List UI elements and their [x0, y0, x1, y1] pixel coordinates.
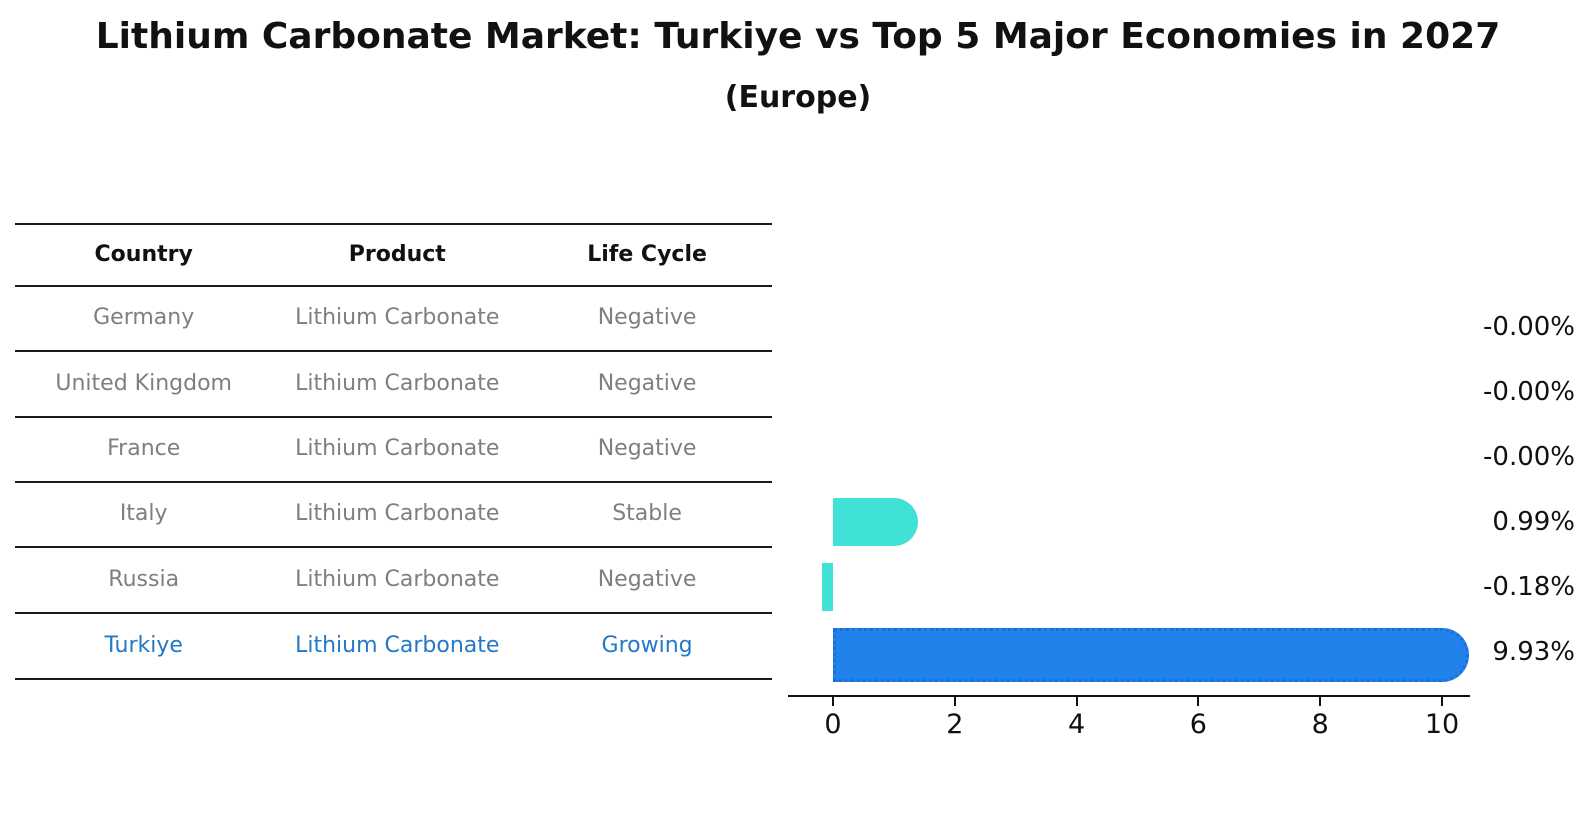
country-cell: United Kingdom: [55, 370, 232, 396]
x-tick-label-0: 0: [824, 709, 842, 740]
x-tick-6: [1197, 697, 1200, 706]
life-cycle-cell: Negative: [597, 370, 697, 396]
chart-subtitle: (Europe): [724, 80, 872, 115]
table-row-line: [15, 350, 772, 352]
product-cell: Lithium Carbonate: [295, 436, 500, 461]
bar-chart: -0.00% -0.00% -0.00% 0.99% -0.18% 9.93% 0 2 4 6 8 1…: [788, 280, 1596, 823]
table-header-line: [15, 285, 772, 287]
x-tick-label-6: 6: [1189, 709, 1207, 740]
country-cell: Turkiye: [104, 632, 183, 658]
country-table: Country Product Life Cycle Germany Lithi…: [15, 223, 772, 680]
value-label-turkiye: 9.93%: [1492, 637, 1575, 667]
x-tick-2: [953, 697, 956, 706]
table-row-line: [15, 612, 772, 614]
product-cell: Lithium Carbonate: [295, 370, 500, 396]
life-cycle-cell: Negative: [597, 436, 697, 461]
country-cell: France: [107, 436, 181, 461]
product-cell: Lithium Carbonate: [295, 566, 500, 592]
table-row-line: [15, 481, 772, 483]
value-label-italy: 0.99%: [1492, 507, 1575, 537]
bar-turkiye: [833, 628, 1469, 682]
life-cycle-cell: Growing: [601, 632, 693, 658]
table-row-france: France Lithium Carbonate Negative: [15, 416, 772, 481]
table-header-row: Country Product Life Cycle: [15, 223, 772, 285]
value-label-france: -0.00%: [1483, 442, 1575, 472]
x-tick-8: [1319, 697, 1322, 706]
x-tick-label-10: 10: [1424, 709, 1460, 740]
x-axis-line: [788, 695, 1470, 697]
life-cycle-cell: Negative: [597, 305, 697, 330]
bar-italy: [833, 498, 919, 546]
table-bottom-line: [15, 678, 772, 680]
table-row-turkiye: Turkiye Lithium Carbonate Growing: [15, 612, 772, 678]
x-tick-0: [832, 697, 834, 706]
product-cell: Lithium Carbonate: [295, 632, 500, 658]
country-cell: Germany: [93, 305, 195, 330]
table-row-italy: Italy Lithium Carbonate Stable: [15, 481, 772, 546]
x-tick-4: [1075, 697, 1078, 706]
x-tick-label-8: 8: [1311, 709, 1329, 740]
value-label-germany: -0.00%: [1483, 312, 1575, 342]
x-tick-10: [1441, 697, 1443, 706]
table-row-germany: Germany Lithium Carbonate Negative: [15, 285, 772, 350]
table-row-russia: Russia Lithium Carbonate Negative: [15, 546, 772, 612]
column-header-product: Product: [348, 241, 446, 267]
x-tick-label-4: 4: [1068, 709, 1086, 740]
life-cycle-cell: Negative: [597, 566, 697, 592]
value-label-united-kingdom: -0.00%: [1483, 377, 1575, 407]
column-header-country: Country: [94, 241, 193, 267]
product-cell: Lithium Carbonate: [295, 501, 500, 526]
life-cycle-cell: Stable: [612, 501, 682, 526]
table-top-line: [15, 223, 772, 225]
table-row-line: [15, 416, 772, 418]
column-header-life-cycle: Life Cycle: [587, 241, 707, 267]
country-cell: Russia: [108, 566, 180, 592]
value-label-russia: -0.18%: [1483, 572, 1575, 602]
table-row-united-kingdom: United Kingdom Lithium Carbonate Negativ…: [15, 350, 772, 416]
chart-title: Lithium Carbonate Market: Turkiye vs Top…: [95, 16, 1501, 57]
country-cell: Italy: [119, 501, 168, 526]
table-row-line: [15, 546, 772, 548]
product-cell: Lithium Carbonate: [295, 305, 500, 330]
x-tick-label-2: 2: [946, 709, 964, 740]
bar-russia: [822, 563, 833, 611]
